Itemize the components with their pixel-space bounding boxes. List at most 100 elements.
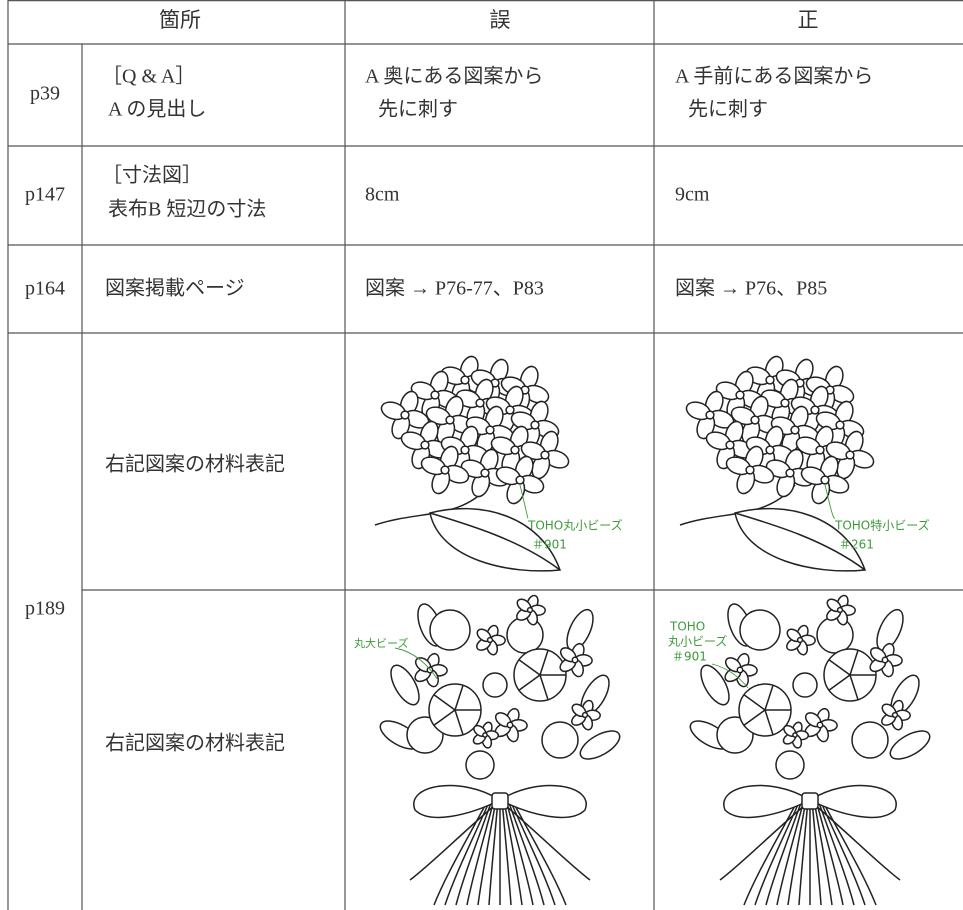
line-art <box>445 415 455 425</box>
line-art <box>491 792 509 810</box>
line-art <box>429 609 471 651</box>
line-art <box>787 799 807 906</box>
line-art <box>539 674 549 700</box>
line-art <box>849 674 859 700</box>
line-art <box>465 750 495 780</box>
line-art <box>775 750 805 780</box>
line-art <box>455 799 493 906</box>
line-art <box>824 484 836 519</box>
line-art <box>790 425 800 435</box>
line-art <box>815 445 825 455</box>
line-art <box>891 711 899 719</box>
line-art <box>511 799 567 906</box>
line-art <box>526 606 534 614</box>
line-art <box>571 656 579 664</box>
line-art <box>814 804 901 881</box>
wrong-text: 8cm <box>365 184 400 206</box>
location-text: 右記図案の材料表記 <box>105 453 285 476</box>
bead-label: 丸小ビーズ <box>668 634 727 649</box>
line-art <box>510 445 520 455</box>
line-art <box>506 616 544 654</box>
line-art <box>433 694 456 711</box>
header-cell: 誤 <box>490 8 511 32</box>
line-art <box>579 730 621 760</box>
right-text: A 手前にある図案から <box>675 65 873 88</box>
line-art <box>429 512 561 571</box>
line-art <box>506 721 514 729</box>
line-art <box>780 398 790 408</box>
line-art <box>413 784 502 819</box>
line-art <box>811 799 822 906</box>
bead-label: 丸大ビーズ <box>354 636 408 650</box>
line-art <box>743 694 766 711</box>
table-rules <box>7 0 963 910</box>
line-art <box>488 799 499 906</box>
line-art <box>433 799 489 906</box>
line-art <box>813 799 833 906</box>
line-art <box>765 799 803 906</box>
line-art <box>539 650 549 676</box>
bead-label: ＃901 <box>672 650 707 664</box>
line-art <box>792 732 798 738</box>
line-art <box>792 672 818 698</box>
line-art <box>454 709 464 735</box>
line-art <box>390 664 420 706</box>
line-art <box>736 666 744 674</box>
line-art <box>460 375 470 385</box>
line-art <box>475 398 485 408</box>
line-art <box>765 445 775 455</box>
line-art <box>540 450 550 460</box>
line-art <box>518 659 541 676</box>
line-art <box>764 709 774 735</box>
line-art <box>719 804 806 881</box>
header-cell: 正 <box>798 8 819 32</box>
line-art <box>815 799 844 906</box>
line-art <box>801 792 819 810</box>
line-art <box>881 656 889 664</box>
wrong-text: 先に刺す <box>378 98 458 121</box>
illustrations <box>374 355 931 906</box>
line-art <box>711 663 749 689</box>
line-art <box>723 784 812 819</box>
line-art <box>394 647 439 681</box>
line-art <box>507 799 545 906</box>
line-art <box>505 405 515 415</box>
line-art <box>743 799 799 906</box>
line-art <box>849 650 859 676</box>
line-art <box>743 709 766 726</box>
line-art <box>482 732 488 738</box>
line-art <box>785 468 795 478</box>
header-cell: 箇所 <box>159 8 201 32</box>
line-art <box>889 730 931 760</box>
line-art <box>515 475 525 485</box>
line-art <box>501 799 512 906</box>
location-text: 右記図案の材料表記 <box>105 732 285 755</box>
location-text: 表布B 短辺の寸法 <box>108 198 266 221</box>
line-art <box>454 685 464 711</box>
wrong-text: A 奥にある図案から <box>365 65 543 88</box>
line-art <box>504 804 591 881</box>
line-art <box>808 784 897 819</box>
line-art <box>750 415 760 425</box>
line-art <box>828 674 851 691</box>
line-art <box>820 475 830 485</box>
line-art <box>503 799 523 906</box>
line-art <box>725 440 735 450</box>
line-art <box>541 721 579 759</box>
line-art <box>796 636 804 644</box>
line-art <box>735 390 745 400</box>
location-text: A の見出し <box>108 98 206 121</box>
location-text: 図案掲載ページ <box>105 277 245 300</box>
line-art <box>460 445 470 455</box>
line-art <box>466 799 495 906</box>
line-art <box>776 799 805 906</box>
bead-label: ＃901 <box>532 538 567 552</box>
line-art <box>835 420 845 430</box>
line-art <box>409 804 496 881</box>
line-art <box>810 405 820 415</box>
line-art <box>764 685 774 711</box>
line-art <box>400 410 410 420</box>
line-art <box>745 465 755 475</box>
bead-label: TOHO特小ビーズ <box>834 518 930 533</box>
